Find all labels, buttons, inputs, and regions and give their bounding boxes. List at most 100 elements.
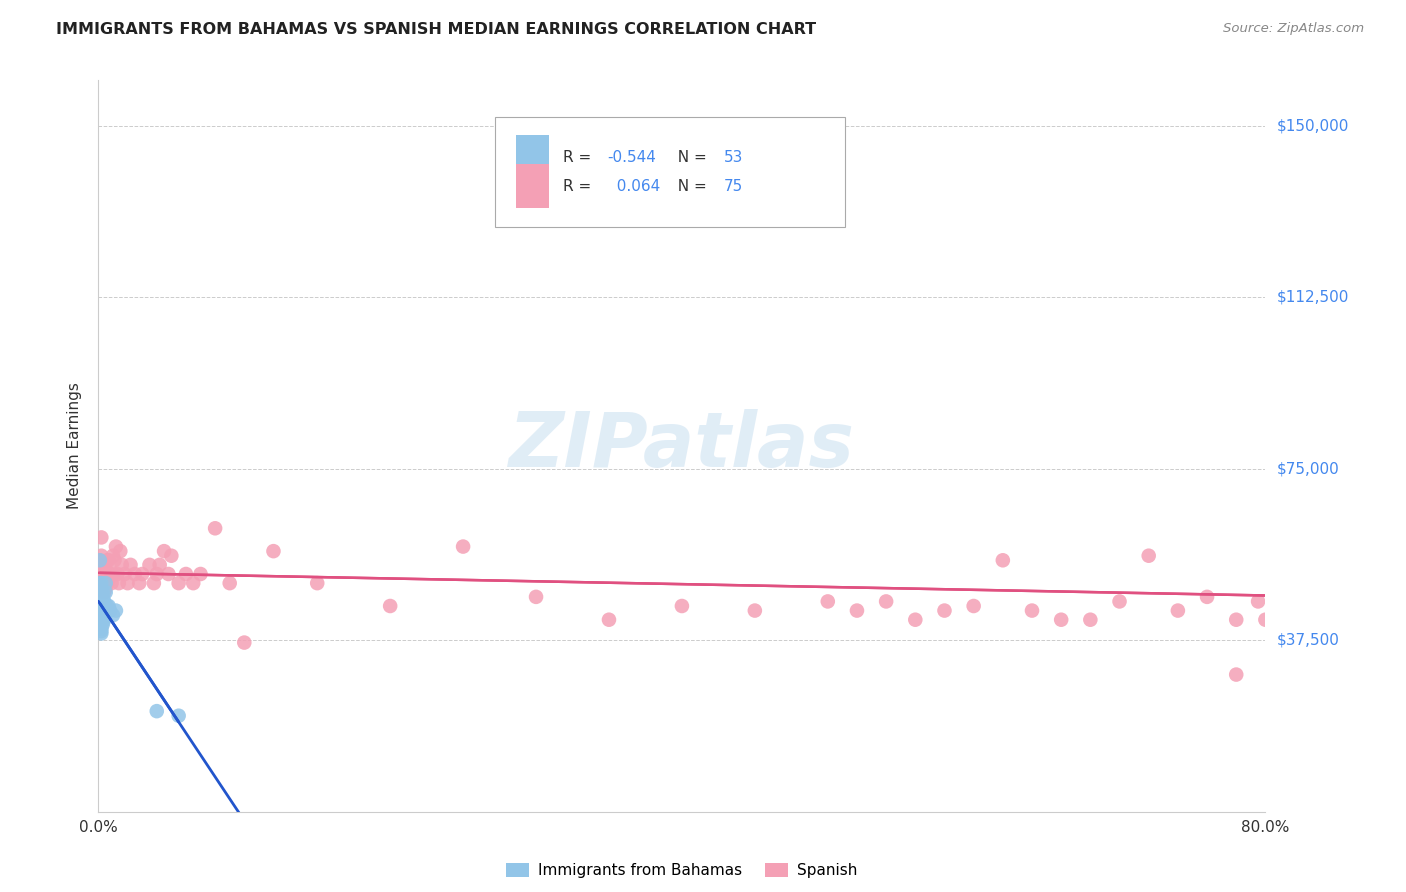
Point: [91, 585, 114, 599]
Bar: [516, 136, 548, 179]
Point: [167, 708, 190, 723]
Point: [117, 576, 139, 591]
Point: [146, 567, 169, 582]
Point: [524, 590, 547, 604]
Bar: [495, 117, 845, 227]
Point: [149, 558, 172, 572]
Point: [991, 553, 1014, 567]
Text: $37,500: $37,500: [1277, 632, 1340, 648]
Point: [1225, 613, 1247, 627]
Point: [138, 558, 160, 572]
Point: [89, 603, 111, 617]
Point: [89, 608, 111, 623]
Point: [89, 610, 111, 624]
Point: [89, 594, 111, 608]
Point: [167, 576, 190, 591]
Point: [104, 603, 127, 617]
Point: [90, 608, 112, 623]
Point: [89, 585, 111, 599]
Point: [90, 597, 112, 611]
Point: [90, 601, 112, 615]
Point: [1167, 603, 1189, 617]
Point: [1254, 613, 1277, 627]
Point: [875, 594, 897, 608]
Point: [101, 549, 124, 563]
Point: [89, 567, 111, 582]
Text: 53: 53: [724, 150, 744, 165]
Point: [101, 608, 124, 623]
Point: [90, 530, 112, 544]
Point: [89, 613, 111, 627]
Point: [98, 567, 121, 582]
Point: [598, 613, 620, 627]
Point: [91, 613, 114, 627]
Point: [90, 626, 112, 640]
Point: [91, 590, 114, 604]
Point: [101, 567, 124, 582]
Point: [90, 615, 112, 629]
Point: [124, 567, 146, 582]
Point: [103, 553, 125, 567]
Point: [1195, 590, 1218, 604]
Point: [90, 549, 112, 563]
Bar: [516, 164, 548, 209]
Point: [1080, 613, 1102, 627]
Point: [93, 613, 115, 627]
Point: [1327, 667, 1350, 681]
Point: [90, 581, 112, 595]
Point: [91, 608, 114, 623]
Point: [90, 592, 112, 607]
Y-axis label: Median Earnings: Median Earnings: [67, 383, 83, 509]
Point: [1050, 613, 1073, 627]
Point: [94, 581, 117, 595]
Point: [89, 553, 111, 567]
Point: [96, 599, 118, 613]
Point: [174, 567, 197, 582]
Point: [671, 599, 693, 613]
Point: [94, 562, 117, 576]
Point: [91, 576, 114, 591]
Point: [91, 603, 114, 617]
Point: [114, 567, 136, 582]
Point: [93, 585, 115, 599]
Point: [90, 613, 112, 627]
Point: [90, 624, 112, 639]
Point: [98, 603, 121, 617]
Point: [120, 558, 142, 572]
Point: [1108, 594, 1130, 608]
Text: R =: R =: [562, 150, 596, 165]
Point: [962, 599, 984, 613]
Text: ZIPatlas: ZIPatlas: [509, 409, 855, 483]
Point: [100, 576, 122, 591]
Point: [96, 553, 118, 567]
Text: 75: 75: [724, 178, 744, 194]
Point: [90, 576, 112, 591]
Point: [1225, 667, 1247, 681]
Point: [93, 603, 115, 617]
Point: [89, 553, 111, 567]
Point: [89, 599, 111, 613]
Point: [93, 567, 115, 582]
Point: [1137, 549, 1160, 563]
Text: 0.064: 0.064: [607, 178, 661, 194]
Point: [181, 576, 204, 591]
Point: [744, 603, 766, 617]
Point: [97, 599, 120, 613]
Point: [817, 594, 839, 608]
Point: [90, 588, 112, 602]
Text: $75,000: $75,000: [1277, 461, 1340, 476]
Point: [307, 576, 329, 591]
Point: [378, 599, 402, 613]
Point: [157, 567, 180, 582]
Text: Source: ZipAtlas.com: Source: ZipAtlas.com: [1223, 22, 1364, 36]
Point: [94, 603, 117, 617]
Point: [91, 599, 114, 613]
Point: [91, 558, 114, 572]
Text: $112,500: $112,500: [1277, 290, 1348, 305]
Point: [190, 567, 212, 582]
Point: [90, 594, 112, 608]
Text: N =: N =: [668, 150, 711, 165]
Point: [108, 576, 131, 591]
Point: [105, 567, 128, 582]
Text: N =: N =: [668, 178, 711, 194]
